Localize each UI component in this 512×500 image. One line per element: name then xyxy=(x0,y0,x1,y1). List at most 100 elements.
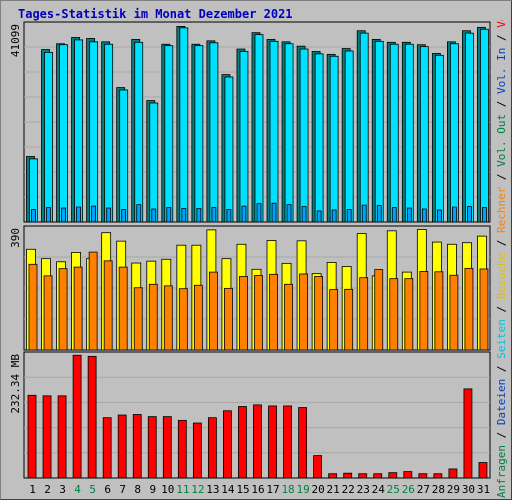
bar-volume xyxy=(147,416,157,479)
bar-volume xyxy=(328,473,338,479)
ymax-label: 232.34 MB xyxy=(9,354,22,414)
bar-files xyxy=(329,55,339,223)
legend-segment: / xyxy=(495,94,508,114)
bar-pages xyxy=(256,203,262,223)
bar-hosts xyxy=(329,289,339,351)
x-tick-label: 8 xyxy=(134,483,141,496)
bar-volume xyxy=(192,422,202,479)
bar-volume xyxy=(388,472,398,479)
x-tick-label: 21 xyxy=(327,483,340,496)
bar-volume xyxy=(373,473,383,479)
bar-volume xyxy=(433,473,443,479)
bar-hosts xyxy=(58,268,68,351)
bar-volume xyxy=(223,410,232,479)
bar-files xyxy=(374,40,384,223)
bar-files xyxy=(74,39,83,223)
x-tick-label: 29 xyxy=(447,483,460,496)
bar-hosts xyxy=(359,277,369,351)
bar-files xyxy=(59,44,68,223)
bar-volume xyxy=(448,468,458,479)
x-tick-label: 13 xyxy=(206,483,219,496)
bar-volume xyxy=(72,354,82,479)
x-tick-label: 11 xyxy=(176,483,189,496)
legend-segment: / xyxy=(495,359,508,379)
x-tick-label: 12 xyxy=(191,483,204,496)
bar-volume xyxy=(102,417,112,479)
bar-hosts xyxy=(239,276,248,351)
bar-hosts xyxy=(28,263,38,351)
x-tick-label: 1 xyxy=(29,483,36,496)
bar-pages xyxy=(346,209,352,223)
bar-files xyxy=(119,89,129,223)
x-tick-label: 6 xyxy=(104,483,111,496)
bar-pages xyxy=(361,204,367,223)
bar-files xyxy=(359,32,369,223)
bar-files xyxy=(164,45,174,223)
bar-files xyxy=(209,42,219,223)
bar-volume xyxy=(27,394,37,479)
x-tick-label: 7 xyxy=(119,483,126,496)
bar-files xyxy=(434,54,444,223)
x-tick-label: 16 xyxy=(251,483,264,496)
x-tick-label: 31 xyxy=(477,483,490,496)
bar-pages xyxy=(61,207,66,223)
bar-volume xyxy=(268,405,277,479)
x-tick-label: 25 xyxy=(387,483,400,496)
bar-pages xyxy=(376,205,382,223)
bar-volume xyxy=(343,472,353,479)
ymax-label: 41099 xyxy=(9,24,22,57)
bar-pages xyxy=(452,206,457,223)
bar-pages xyxy=(271,202,277,223)
bar-files xyxy=(299,48,309,223)
bar-volume xyxy=(238,406,247,479)
bar-volume xyxy=(418,473,428,479)
bar-files xyxy=(389,43,399,223)
bar-volume xyxy=(313,455,323,479)
bar-hosts xyxy=(208,271,218,351)
bar-files xyxy=(224,76,234,223)
bar-hosts xyxy=(73,266,83,351)
x-tick-label: 2 xyxy=(44,483,51,496)
bar-hosts xyxy=(284,283,293,351)
bar-files xyxy=(44,52,53,223)
bar-pages xyxy=(331,209,337,223)
bar-pages xyxy=(241,205,247,223)
x-tick-label: 14 xyxy=(221,483,235,496)
right-legend-text: Anfragen / Dateien / Seiten / Besuche / … xyxy=(495,20,508,498)
bar-hosts xyxy=(344,288,354,351)
legend-segment: / xyxy=(495,233,508,253)
bar-volume xyxy=(478,462,488,479)
right-legend: Anfragen / Dateien / Seiten / Besuche / … xyxy=(495,20,508,498)
x-tick-label: 24 xyxy=(372,483,386,496)
bar-pages xyxy=(406,207,412,223)
bar-pages xyxy=(151,208,157,223)
bar-volume xyxy=(87,355,97,479)
bar-hosts xyxy=(148,283,158,351)
x-tick-label: 17 xyxy=(266,483,279,496)
bar-hosts xyxy=(419,271,429,351)
bar-pages xyxy=(181,208,187,223)
legend-segment: Seiten xyxy=(495,319,508,359)
bar-hosts xyxy=(389,278,399,351)
legend-segment: / xyxy=(495,425,508,445)
bar-pages xyxy=(421,208,427,223)
bar-volume xyxy=(283,405,292,479)
x-tick-label: 22 xyxy=(342,483,355,496)
bar-hosts xyxy=(254,275,263,351)
bar-pages xyxy=(301,206,307,223)
x-tick-label: 27 xyxy=(417,483,430,496)
bar-volume xyxy=(57,395,67,479)
bar-volume xyxy=(358,473,368,479)
bar-files xyxy=(149,102,159,223)
bar-files xyxy=(269,40,279,223)
bar-hosts xyxy=(43,275,53,351)
bar-hosts xyxy=(404,278,414,351)
bar-pages xyxy=(166,207,172,223)
bar-pages xyxy=(211,207,217,223)
x-tick-label: 26 xyxy=(402,483,415,496)
x-tick-label: 5 xyxy=(89,483,96,496)
bar-hosts xyxy=(374,269,384,351)
bar-pages xyxy=(136,204,142,223)
chart-title: Tages-Statistik im Monat Dezember 2021 xyxy=(18,7,293,21)
